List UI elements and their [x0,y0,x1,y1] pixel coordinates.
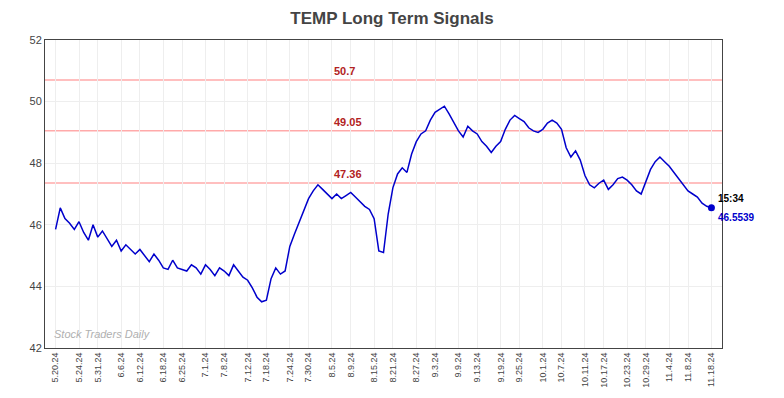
svg-text:6.6.24: 6.6.24 [116,353,126,378]
svg-text:TEMP Long Term Signals: TEMP Long Term Signals [290,9,493,28]
svg-text:5.24.24: 5.24.24 [74,353,84,383]
svg-text:10.7.24: 10.7.24 [556,353,566,383]
svg-text:7.1.24: 7.1.24 [200,353,210,378]
svg-text:5.20.24: 5.20.24 [51,353,61,383]
svg-text:10.23.24: 10.23.24 [622,353,632,388]
svg-text:11.4.24: 11.4.24 [664,353,674,382]
svg-text:8.21.24: 8.21.24 [388,353,398,383]
svg-text:8.15.24: 8.15.24 [369,353,379,383]
svg-text:10.29.24: 10.29.24 [641,353,651,388]
svg-text:15:34: 15:34 [718,193,744,204]
svg-text:47.36: 47.36 [334,168,362,180]
svg-text:10.1.24: 10.1.24 [538,353,548,383]
svg-text:Stock Traders Daily: Stock Traders Daily [54,328,151,340]
svg-text:6.12.24: 6.12.24 [135,353,145,383]
svg-text:6.25.24: 6.25.24 [177,353,187,383]
svg-text:7.8.24: 7.8.24 [219,353,229,378]
svg-text:7.18.24: 7.18.24 [261,353,271,383]
svg-text:46.5539: 46.5539 [718,212,755,223]
svg-text:7.24.24: 7.24.24 [285,353,295,383]
svg-text:44: 44 [30,280,42,292]
svg-text:11.18.24: 11.18.24 [706,353,716,387]
svg-text:5.31.24: 5.31.24 [93,353,103,383]
svg-text:9.25.24: 9.25.24 [514,353,524,383]
svg-text:9.3.24: 9.3.24 [430,353,440,378]
svg-text:48: 48 [30,157,42,169]
svg-text:42: 42 [30,342,42,354]
svg-text:50.7: 50.7 [334,65,355,77]
svg-text:9.9.24: 9.9.24 [453,353,463,378]
svg-text:46: 46 [30,219,42,231]
svg-text:52: 52 [30,34,42,46]
svg-text:7.12.24: 7.12.24 [243,353,253,383]
svg-text:8.27.24: 8.27.24 [411,353,421,383]
svg-text:8.5.24: 8.5.24 [327,353,337,378]
svg-text:50: 50 [30,95,42,107]
svg-text:7.30.24: 7.30.24 [303,353,313,383]
svg-text:10.17.24: 10.17.24 [599,353,609,388]
svg-text:6.18.24: 6.18.24 [158,353,168,383]
svg-text:49.05: 49.05 [334,116,362,128]
svg-text:11.8.24: 11.8.24 [683,353,693,382]
svg-text:9.13.24: 9.13.24 [472,353,482,383]
svg-text:8.9.24: 8.9.24 [346,353,356,378]
svg-text:9.19.24: 9.19.24 [496,353,506,383]
svg-text:10.11.24: 10.11.24 [580,353,590,387]
